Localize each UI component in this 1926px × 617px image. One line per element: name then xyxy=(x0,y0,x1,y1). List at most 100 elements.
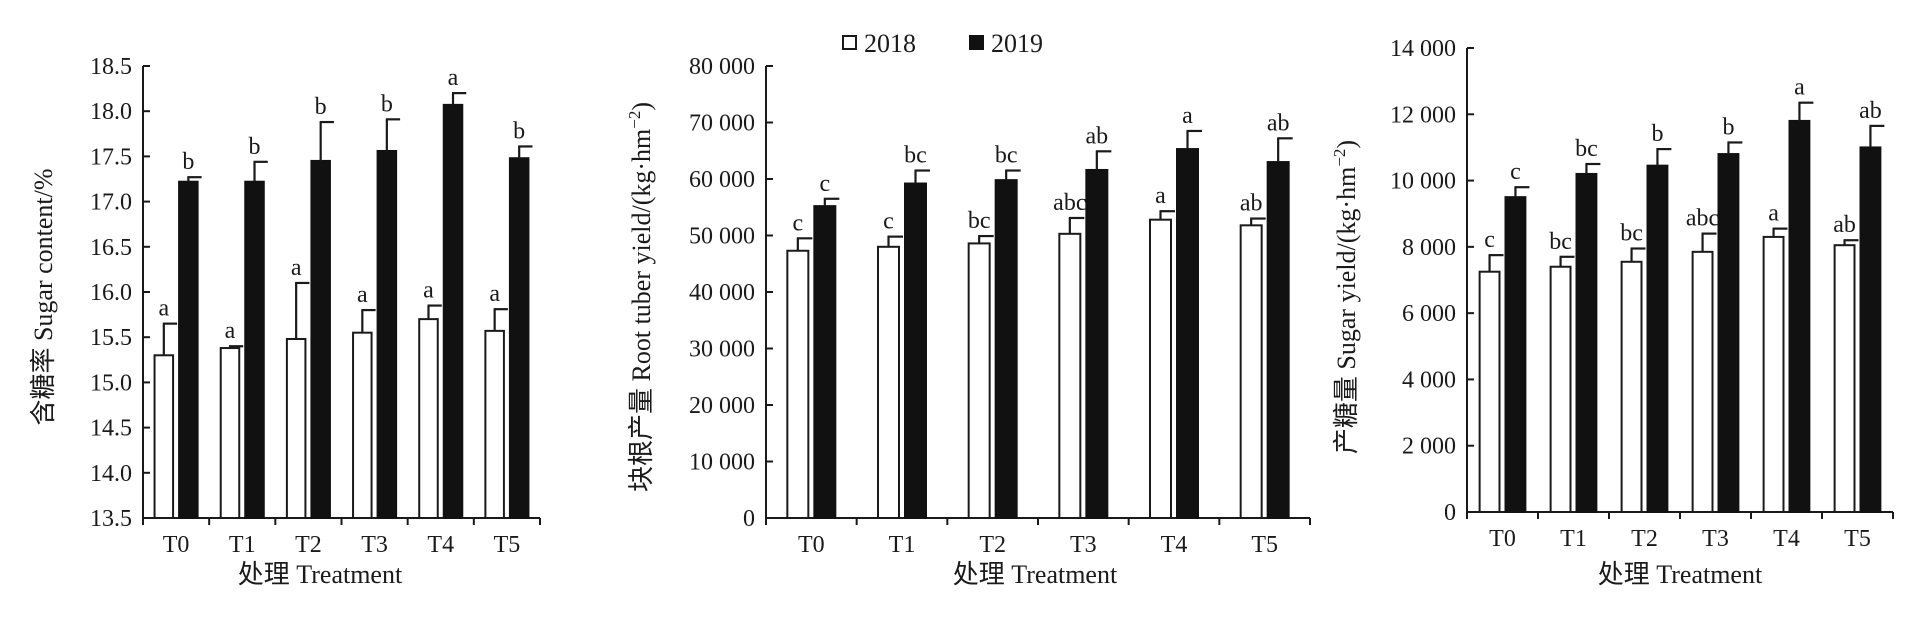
y-axis-title-sup: −2 xyxy=(1330,149,1349,167)
y-tick-label: 60 000 xyxy=(689,167,755,193)
significance-label: c xyxy=(1484,227,1495,253)
x-tick-label: T3 xyxy=(1070,532,1097,558)
bar-2019 xyxy=(1717,153,1740,514)
x-tick-label: T2 xyxy=(1631,526,1658,552)
panel-root-tuber-yield: 处理 Treatment 块根产量 Root tuber yield/(kg·h… xyxy=(625,54,1311,589)
x-tick-label: T1 xyxy=(1560,526,1587,552)
x-tick-label: T0 xyxy=(163,532,190,558)
bar-2019 xyxy=(1859,146,1882,514)
y-axis-title-sup: −2 xyxy=(625,111,644,129)
significance-label: a xyxy=(448,65,459,91)
x-tick-label: T1 xyxy=(229,532,256,558)
significance-label: abc xyxy=(1053,190,1086,216)
significance-label: a xyxy=(489,281,500,307)
x-tick-label: T4 xyxy=(427,532,454,558)
y-tick-label: 18.5 xyxy=(90,54,132,80)
x-tick-label: T4 xyxy=(1773,526,1800,552)
y-tick-label: 15.0 xyxy=(90,370,132,396)
x-tick-label: T0 xyxy=(798,532,825,558)
significance-label: ab xyxy=(1833,212,1856,238)
bar-2019 xyxy=(178,180,199,519)
y-tick-label: 15.5 xyxy=(90,325,132,351)
significance-label: bc xyxy=(1575,136,1598,162)
bar-2019 xyxy=(508,157,530,519)
bar-2019 xyxy=(1504,196,1527,513)
y-axis-title-end: ) xyxy=(627,102,656,111)
y-tick-label: 18.0 xyxy=(90,99,132,125)
y-tick-label: 80 000 xyxy=(689,54,755,80)
bar-2019 xyxy=(310,159,331,519)
significance-label: bc xyxy=(968,208,991,234)
bar-2018 xyxy=(1762,235,1785,514)
legend: 2018 2019 xyxy=(842,29,1043,58)
significance-label: bc xyxy=(904,143,927,169)
significance-label: a xyxy=(1768,201,1779,227)
y-tick-label: 12 000 xyxy=(1390,102,1456,128)
bar-2019 xyxy=(994,179,1018,519)
y-tick-label: 14.0 xyxy=(90,461,132,487)
y-tick-label: 0 xyxy=(743,506,755,532)
bar-2018 xyxy=(786,249,810,519)
significance-label: b xyxy=(315,94,327,120)
bar-2019 xyxy=(1575,172,1598,513)
y-tick-label: 16.5 xyxy=(90,235,132,261)
significance-label: bc xyxy=(1549,229,1572,255)
y-axis-title: 产糖量 Sugar yield/(kg·hm−2) xyxy=(1330,140,1361,454)
bar-2018 xyxy=(1239,224,1263,520)
y-tick-label: 8 000 xyxy=(1402,235,1456,261)
x-tick-label: T4 xyxy=(1161,532,1188,558)
y-tick-label: 14 000 xyxy=(1390,36,1456,62)
bar-2018 xyxy=(1478,270,1501,514)
significance-label: c xyxy=(820,171,831,197)
x-tick-label: T1 xyxy=(889,532,916,558)
significance-label: c xyxy=(883,209,894,235)
bar-2018 xyxy=(352,331,373,519)
bar-2018 xyxy=(219,347,241,519)
y-axis-title-main: 块根产量 Root tuber yield/(kg·hm xyxy=(627,129,656,492)
bar-2019 xyxy=(1085,168,1109,520)
bar-2018 xyxy=(1833,244,1856,513)
bar-2018 xyxy=(285,338,307,519)
significance-label: bc xyxy=(1620,221,1643,247)
y-tick-label: 40 000 xyxy=(689,280,755,306)
bar-2019 xyxy=(376,149,398,519)
significance-label: a xyxy=(158,296,169,322)
significance-label: b xyxy=(182,149,194,175)
y-tick-label: 10 000 xyxy=(1390,169,1456,195)
bar-2019 xyxy=(1646,164,1669,514)
bar-2018 xyxy=(877,245,900,520)
y-axis-title-end: ) xyxy=(1332,140,1361,149)
bar-2019 xyxy=(1176,148,1199,519)
significance-label: a xyxy=(225,318,236,344)
significance-label: b xyxy=(381,91,393,117)
y-axis-title: 含糖率 Sugar content/% xyxy=(29,168,58,425)
y-tick-label: 50 000 xyxy=(689,224,755,250)
legend-swatch-2018 xyxy=(842,35,857,50)
bar-2018 xyxy=(1149,218,1172,519)
bar-2018 xyxy=(484,329,505,520)
significance-label: b xyxy=(1651,121,1663,147)
bar-2018 xyxy=(153,354,175,519)
significance-label: abc xyxy=(1686,206,1719,232)
y-tick-label: 13.5 xyxy=(90,506,132,532)
x-axis-title: 处理 Treatment xyxy=(1598,560,1763,589)
x-axis-title: 处理 Treatment xyxy=(953,560,1118,589)
significance-label: a xyxy=(1155,183,1166,209)
y-tick-label: 17.0 xyxy=(90,190,132,216)
bar-2018 xyxy=(1620,260,1643,513)
y-axis-title-main: 产糖量 Sugar yield/(kg·hm xyxy=(1332,167,1361,454)
significance-label: a xyxy=(1182,103,1193,129)
y-tick-label: 16.0 xyxy=(90,280,132,306)
bar-2018 xyxy=(1058,232,1082,519)
significance-label: bc xyxy=(995,143,1018,169)
significance-label: ab xyxy=(1859,98,1882,124)
y-tick-label: 0 xyxy=(1444,500,1456,526)
y-tick-label: 2 000 xyxy=(1402,434,1456,460)
bar-2019 xyxy=(1788,119,1811,514)
bar-2019 xyxy=(904,182,927,520)
significance-label: b xyxy=(1722,114,1734,140)
y-tick-label: 17.5 xyxy=(90,144,132,170)
x-tick-label: T5 xyxy=(1251,532,1278,558)
bar-2019 xyxy=(244,180,265,519)
